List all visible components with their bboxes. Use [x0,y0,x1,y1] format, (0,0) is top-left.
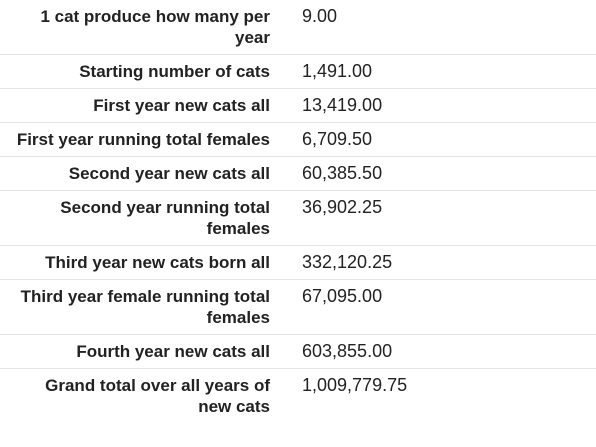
table-row: Fourth year new cats all 603,855.00 [0,335,596,369]
row-value: 6,709.50 [302,129,373,149]
table-row: Third year female running total females … [0,280,596,335]
row-value: 60,385.50 [302,163,383,183]
row-label-cell: Starting number of cats [0,55,276,89]
row-label-cell: First year new cats all [0,89,276,123]
table-row: Third year new cats born all 332,120.25 [0,246,596,280]
row-label: First year running total females [16,130,270,149]
table-row: Grand total over all years of new cats 1… [0,369,596,424]
row-value: 9.00 [302,6,338,26]
row-value: 67,095.00 [302,286,383,306]
row-label-cell: Third year female running total females [0,280,276,335]
row-value: 1,009,779.75 [302,375,408,395]
table-row: Second year new cats all 60,385.50 [0,157,596,191]
row-label: Fourth year new cats all [76,342,270,361]
row-label: Third year female running total females [20,287,270,327]
row-value: 36,902.25 [302,197,383,217]
row-label-cell: First year running total females [0,123,276,157]
row-value: 332,120.25 [302,252,393,272]
table-row: Second year running total females 36,902… [0,191,596,246]
row-label-cell: 1 cat produce how many per year [0,0,276,55]
row-label-cell: Second year new cats all [0,157,276,191]
row-label-cell: Second year running total females [0,191,276,246]
table-row: 1 cat produce how many per year 9.00 [0,0,596,55]
row-label-cell: Fourth year new cats all [0,335,276,369]
row-label-cell: Grand total over all years of new cats [0,369,276,424]
row-label: Second year new cats all [68,164,270,183]
row-label: Third year new cats born all [45,253,270,272]
row-value: 13,419.00 [302,95,383,115]
table-row: First year running total females 6,709.5… [0,123,596,157]
row-value: 603,855.00 [302,341,393,361]
row-value: 1,491.00 [302,61,373,81]
row-label: Second year running total females [60,198,270,238]
table-row: Starting number of cats 1,491.00 [0,55,596,89]
table-row: First year new cats all 13,419.00 [0,89,596,123]
row-label: Grand total over all years of new cats [45,376,270,416]
row-label-cell: Third year new cats born all [0,246,276,280]
results-table-body: 1 cat produce how many per year 9.00 Sta… [0,0,596,424]
results-table: 1 cat produce how many per year 9.00 Sta… [0,0,596,424]
row-label: First year new cats all [93,96,270,115]
row-label: Starting number of cats [79,62,270,81]
row-label: 1 cat produce how many per year [40,7,270,47]
